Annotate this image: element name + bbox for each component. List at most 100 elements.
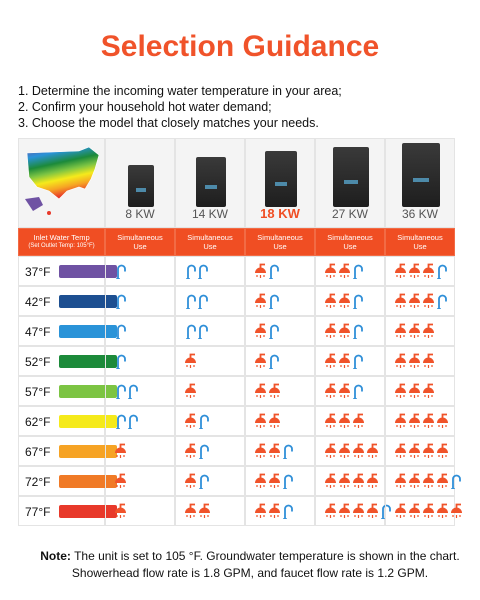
shower-icon <box>423 293 434 308</box>
shower-icon <box>395 413 406 428</box>
faucet-group <box>282 443 293 459</box>
temp-swatch <box>59 475 117 488</box>
shower-icon <box>339 293 350 308</box>
temp-swatch <box>59 295 117 308</box>
shower-group <box>394 473 449 489</box>
shower-group <box>324 323 351 339</box>
shower-icon <box>423 503 434 518</box>
faucet-icon <box>186 324 196 339</box>
use-cell <box>175 496 245 526</box>
shower-icon <box>423 383 434 398</box>
faucet-icon <box>353 264 363 279</box>
temp-cell: 67°F <box>18 436 117 466</box>
heater-image <box>402 143 440 207</box>
use-cell <box>315 436 385 466</box>
use-icons <box>184 323 208 339</box>
shower-group <box>254 503 281 519</box>
shower-icon <box>185 353 196 368</box>
shower-group <box>324 383 351 399</box>
faucet-icon <box>116 414 126 429</box>
temp-cell: 57°F <box>18 376 117 406</box>
shower-icon <box>115 443 126 458</box>
shower-icon <box>409 413 420 428</box>
faucet-group <box>268 353 279 369</box>
use-icons <box>324 323 363 339</box>
use-icons <box>254 353 279 369</box>
temp-label: 47°F <box>25 325 51 339</box>
shower-icon <box>325 443 336 458</box>
heater-display <box>274 181 288 186</box>
temp-label: 67°F <box>25 445 51 459</box>
shower-icon <box>325 503 336 518</box>
faucet-icon <box>437 294 447 309</box>
use-cell <box>315 286 385 316</box>
faucet-group <box>436 293 447 309</box>
temp-label: 42°F <box>25 295 51 309</box>
heater-display <box>413 178 429 183</box>
use-cell <box>315 406 385 436</box>
faucet-icon <box>381 504 391 519</box>
model-cell: 14 KW <box>175 138 245 228</box>
use-cell <box>105 316 175 346</box>
faucet-icon <box>353 294 363 309</box>
shower-icon <box>255 503 266 518</box>
faucet-icon <box>199 414 209 429</box>
use-cell <box>105 376 175 406</box>
shower-group <box>394 323 435 339</box>
use-cell <box>105 496 175 526</box>
use-icons <box>114 443 128 459</box>
map-cell <box>18 138 105 228</box>
title: Selection Guidance <box>100 30 380 63</box>
shower-group <box>394 293 435 309</box>
use-cell <box>175 436 245 466</box>
faucet-icon <box>186 264 196 279</box>
faucet-icon <box>269 264 279 279</box>
temp-label: 62°F <box>25 415 51 429</box>
faucet-icon <box>269 354 279 369</box>
faucet-icon <box>128 384 138 399</box>
shower-icon <box>423 263 434 278</box>
shower-group <box>254 383 281 399</box>
temp-label: 77°F <box>25 505 51 519</box>
use-icons <box>184 293 208 309</box>
shower-icon <box>269 443 280 458</box>
shower-group <box>254 323 267 339</box>
shower-icon <box>409 383 420 398</box>
heater-display <box>205 184 217 189</box>
shower-icon <box>325 353 336 368</box>
temp-cell: 37°F <box>18 256 117 286</box>
use-cell <box>315 256 385 286</box>
use-cell <box>385 376 455 406</box>
shower-icon <box>451 503 462 518</box>
use-icons <box>324 293 363 309</box>
shower-icon <box>409 293 420 308</box>
shower-icon <box>409 263 420 278</box>
shower-icon <box>367 503 378 518</box>
faucet-group <box>352 383 363 399</box>
use-icons <box>324 383 363 399</box>
faucet-icon <box>269 294 279 309</box>
temp-cell: 42°F <box>18 286 117 316</box>
faucet-group <box>198 413 209 429</box>
shower-icon <box>395 383 406 398</box>
temp-cell: 72°F <box>18 466 117 496</box>
note: Note: The unit is set to 105 °F. Groundw… <box>40 548 460 582</box>
temp-swatch <box>59 325 117 338</box>
use-icons <box>114 353 126 369</box>
shower-icon <box>409 353 420 368</box>
use-cell <box>385 316 455 346</box>
shower-icon <box>423 473 434 488</box>
shower-icon <box>325 413 336 428</box>
shower-icon <box>423 323 434 338</box>
use-icons <box>114 413 138 429</box>
use-header: Simultaneous Use <box>105 228 175 256</box>
heater-image <box>128 165 154 207</box>
use-cell <box>385 496 462 526</box>
faucet-group <box>115 413 138 429</box>
faucet-group <box>115 383 138 399</box>
shower-icon <box>409 323 420 338</box>
shower-icon <box>339 323 350 338</box>
use-icons <box>254 263 279 279</box>
use-icons <box>254 473 293 489</box>
use-cell <box>385 346 455 376</box>
